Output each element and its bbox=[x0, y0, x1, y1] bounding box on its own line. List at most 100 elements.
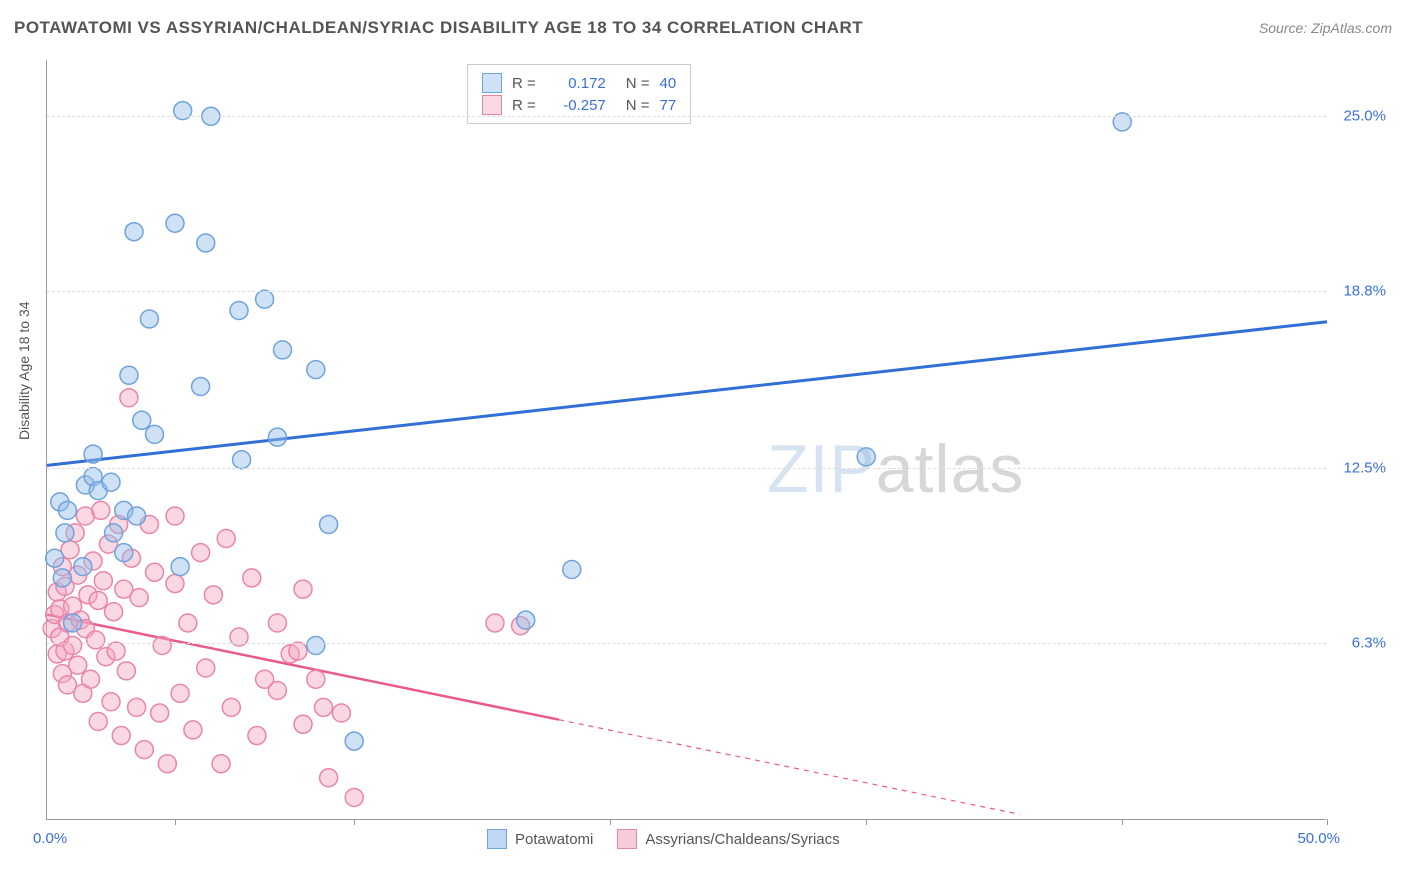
data-point bbox=[102, 473, 120, 491]
data-point bbox=[105, 603, 123, 621]
x-tick bbox=[610, 819, 611, 825]
n-label: N = bbox=[626, 97, 650, 114]
legend-label: Assyrians/Chaldeans/Syriacs bbox=[645, 831, 839, 848]
legend-item: Assyrians/Chaldeans/Syriacs bbox=[617, 829, 839, 849]
data-point bbox=[314, 698, 332, 716]
y-axis-title: Disability Age 18 to 34 bbox=[16, 301, 32, 440]
data-point bbox=[184, 721, 202, 739]
data-point bbox=[171, 558, 189, 576]
data-point bbox=[486, 614, 504, 632]
data-point bbox=[192, 378, 210, 396]
regression-line bbox=[47, 322, 1327, 466]
data-point bbox=[87, 631, 105, 649]
legend-bottom: Potawatomi Assyrians/Chaldeans/Syriacs bbox=[487, 829, 840, 849]
stat-row: R = 0.172 N = 40 bbox=[482, 73, 676, 93]
data-point bbox=[166, 575, 184, 593]
data-point bbox=[117, 662, 135, 680]
data-point bbox=[125, 223, 143, 241]
data-point bbox=[53, 569, 71, 587]
data-point bbox=[217, 530, 235, 548]
data-point bbox=[294, 715, 312, 733]
data-point bbox=[294, 580, 312, 598]
data-point bbox=[94, 572, 112, 590]
data-point bbox=[204, 586, 222, 604]
data-point bbox=[517, 611, 535, 629]
x-tick bbox=[175, 819, 176, 825]
data-point bbox=[158, 755, 176, 773]
stat-row: R =-0.257N =77 bbox=[482, 95, 676, 115]
data-point bbox=[69, 656, 87, 674]
source-label: Source: ZipAtlas.com bbox=[1259, 20, 1392, 36]
data-point bbox=[289, 642, 307, 660]
data-point bbox=[146, 563, 164, 581]
x-tick bbox=[1122, 819, 1123, 825]
data-point bbox=[74, 558, 92, 576]
data-point bbox=[64, 636, 82, 654]
data-point bbox=[243, 569, 261, 587]
n-value: 40 bbox=[660, 75, 677, 92]
data-point bbox=[130, 589, 148, 607]
correlation-stat-box: R =0.172N =40R =-0.257N =77 bbox=[467, 64, 691, 124]
data-point bbox=[133, 411, 151, 429]
gridline bbox=[47, 468, 1326, 469]
data-point bbox=[345, 788, 363, 806]
series-swatch bbox=[482, 95, 502, 115]
x-max-label: 50.0% bbox=[1297, 830, 1340, 847]
data-point bbox=[268, 428, 286, 446]
legend-item: Potawatomi bbox=[487, 829, 593, 849]
n-label: N = bbox=[626, 75, 650, 92]
y-tick-label: 6.3% bbox=[1330, 634, 1386, 651]
data-point bbox=[274, 341, 292, 359]
data-point bbox=[563, 560, 581, 578]
data-point bbox=[248, 727, 266, 745]
series-swatch bbox=[482, 73, 502, 93]
data-point bbox=[102, 693, 120, 711]
data-point bbox=[320, 515, 338, 533]
data-point bbox=[320, 769, 338, 787]
chart-title: POTAWATOMI VS ASSYRIAN/CHALDEAN/SYRIAC D… bbox=[14, 18, 863, 38]
data-point bbox=[146, 425, 164, 443]
x-tick bbox=[1327, 819, 1328, 825]
data-point bbox=[256, 290, 274, 308]
y-tick-label: 18.8% bbox=[1330, 282, 1386, 299]
y-tick-label: 12.5% bbox=[1330, 460, 1386, 477]
data-point bbox=[212, 755, 230, 773]
x-tick bbox=[866, 819, 867, 825]
r-value: 0.172 bbox=[546, 75, 606, 92]
r-label: R = bbox=[512, 75, 536, 92]
r-label: R = bbox=[512, 97, 536, 114]
data-point bbox=[89, 591, 107, 609]
data-point bbox=[192, 544, 210, 562]
y-tick-label: 25.0% bbox=[1330, 108, 1386, 125]
data-point bbox=[230, 302, 248, 320]
n-value: 77 bbox=[660, 97, 677, 114]
chart-svg bbox=[47, 60, 1326, 819]
data-point bbox=[107, 642, 125, 660]
gridline bbox=[47, 291, 1326, 292]
data-point bbox=[112, 727, 130, 745]
data-point bbox=[197, 234, 215, 252]
plot-area: ZIPatlas R =0.172N =40R =-0.257N =77 0.0… bbox=[46, 60, 1326, 820]
data-point bbox=[140, 310, 158, 328]
regression-line-dashed bbox=[559, 720, 1020, 815]
gridline bbox=[47, 643, 1326, 644]
data-point bbox=[46, 549, 64, 567]
legend-label: Potawatomi bbox=[515, 831, 593, 848]
legend-swatch bbox=[617, 829, 637, 849]
data-point bbox=[268, 614, 286, 632]
data-point bbox=[92, 501, 110, 519]
data-point bbox=[120, 366, 138, 384]
data-point bbox=[171, 684, 189, 702]
data-point bbox=[222, 698, 240, 716]
data-point bbox=[197, 659, 215, 677]
data-point bbox=[120, 389, 138, 407]
legend-swatch bbox=[487, 829, 507, 849]
data-point bbox=[64, 614, 82, 632]
data-point bbox=[179, 614, 197, 632]
data-point bbox=[307, 670, 325, 688]
data-point bbox=[268, 682, 286, 700]
data-point bbox=[151, 704, 169, 722]
data-point bbox=[135, 741, 153, 759]
data-point bbox=[56, 524, 74, 542]
data-point bbox=[58, 501, 76, 519]
